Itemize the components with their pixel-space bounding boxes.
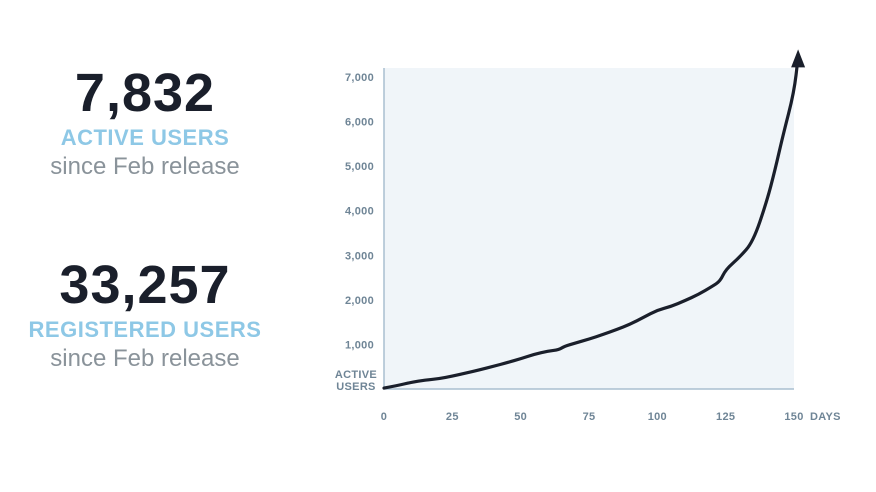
y-tick-label: 2,000 [345,295,374,307]
y-tick-label: 3,000 [345,250,374,262]
active-users-label: ACTIVE USERS [60,125,230,150]
registered-users-count: 33,257 [59,255,231,315]
x-tick-label: 100 [648,411,667,423]
active-users-count: 7,832 [74,63,216,123]
registered-users-subtitle: since Feb release [50,345,240,372]
y-axis-title: ACTIVE USERS [335,369,377,393]
x-tick-labels: 0 25 50 75 100 125 150 [381,411,804,423]
x-tick-label: 50 [514,411,527,423]
active-users-line [382,55,800,390]
y-tick-label: 1,000 [345,339,374,351]
y-tick-label: 5,000 [345,161,374,173]
x-tick-label: 75 [583,411,596,423]
y-tick-label: 6,000 [345,117,374,129]
growth-arrow-head [791,49,806,68]
registered-users-stat: 33,257 REGISTERED USERS since Feb releas… [0,254,290,374]
active-users-subtitle: since Feb release [50,153,240,180]
x-axis-title: DAYS [810,411,841,423]
y-tick-label: 7,000 [345,72,374,84]
x-tick-label: 150 [784,411,803,423]
x-tick-label: 25 [446,411,459,423]
y-tick-label: 4,000 [345,206,374,218]
y-tick-labels: 1,000 2,000 3,000 4,000 5,000 6,000 7,000 [345,72,374,351]
registered-users-label: REGISTERED USERS [28,317,262,342]
plot-area [384,68,794,389]
active-users-stat: 7,832 ACTIVE USERS since Feb release [0,62,290,182]
x-tick-label: 125 [716,411,735,423]
x-tick-label: 0 [381,411,387,423]
